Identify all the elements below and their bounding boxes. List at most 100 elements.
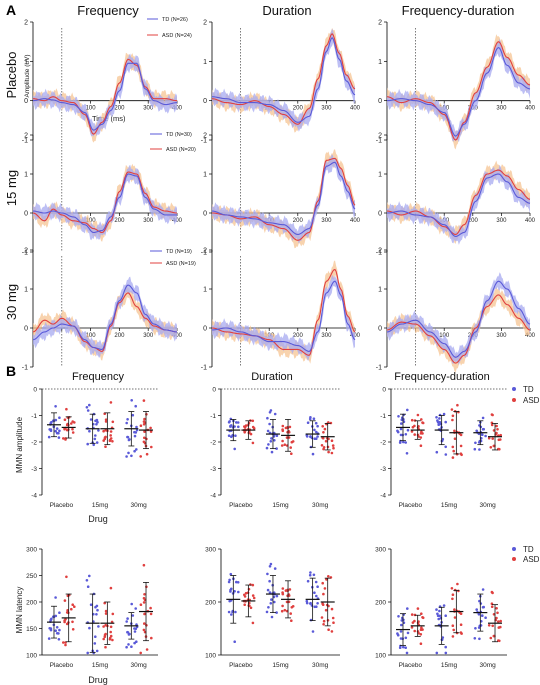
td-data-point <box>306 421 310 425</box>
asd-data-point <box>410 418 414 422</box>
y-tick-label: -1 <box>376 138 382 145</box>
asd-data-point <box>247 604 251 607</box>
td-data-point <box>315 594 318 598</box>
td-data-point <box>58 611 61 614</box>
td-line <box>32 62 178 131</box>
td-data-point <box>94 434 97 437</box>
asd-data-point <box>281 591 284 594</box>
td-data-point <box>131 413 135 417</box>
td-data-point <box>269 562 273 566</box>
td-data-point <box>55 626 59 629</box>
td-data-point <box>444 614 448 617</box>
x-category-label: Placebo <box>50 502 74 509</box>
td-data-point <box>400 623 403 627</box>
td-data-point <box>125 620 128 623</box>
asd-data-point <box>109 630 112 634</box>
asd-data-point <box>251 594 255 597</box>
asd-data-point <box>413 629 417 633</box>
td-data-point <box>94 635 97 638</box>
td-data-point <box>237 590 240 594</box>
td-data-point <box>57 436 61 439</box>
y-tick-label: 0 <box>24 98 28 105</box>
td-sem-band <box>212 28 355 132</box>
td-data-point <box>313 591 316 594</box>
td-data-point <box>227 580 231 584</box>
td-data-point <box>273 439 276 442</box>
asd-data-point <box>104 645 107 649</box>
asd-data-point <box>103 601 106 605</box>
td-data-point <box>135 623 138 626</box>
td-data-point <box>133 641 136 645</box>
td-data-point <box>93 642 97 645</box>
td-data-point <box>273 412 277 416</box>
asd-data-point <box>150 445 153 449</box>
td-data-point <box>482 427 486 431</box>
td-data-point <box>127 451 130 455</box>
td-data-point <box>127 633 131 636</box>
td-data-point <box>444 651 448 655</box>
asd-data-point <box>290 619 293 622</box>
scatter-panel: -4 -3 -2 -1 0 Placebo 15mg 30mg <box>31 387 158 509</box>
asd-data-point <box>281 439 284 443</box>
asd-data-point <box>252 596 256 600</box>
td-sem-band <box>387 272 530 366</box>
td-data-point <box>435 608 438 611</box>
td-data-point <box>315 437 318 441</box>
td-data-point <box>93 437 97 441</box>
asd-data-point <box>65 611 69 614</box>
x-tick-label: 200 <box>114 333 125 339</box>
asd-data-point <box>251 441 255 445</box>
y-tick-label: -1 <box>210 413 216 420</box>
asd-data-point <box>280 609 284 613</box>
asd-data-point <box>281 424 285 428</box>
asd-line <box>33 58 178 135</box>
asd-data-point <box>419 444 423 448</box>
td-line <box>212 280 356 352</box>
td-data-point <box>315 430 318 434</box>
td-data-point <box>404 646 408 649</box>
legend-td-dot <box>512 547 516 551</box>
asd-data-point <box>459 623 463 626</box>
td-data-point <box>396 430 400 434</box>
asd-data-point <box>489 636 493 640</box>
td-data-point <box>269 409 273 412</box>
td-data-point <box>477 613 481 616</box>
asd-data-point <box>492 634 496 638</box>
asd-data-point <box>281 587 285 590</box>
x-tick-label: 400 <box>172 106 183 112</box>
asd-sem-band <box>387 160 530 244</box>
asd-data-point <box>109 430 113 433</box>
td-data-point <box>135 448 138 451</box>
y-tick-label: -1 <box>376 250 382 257</box>
asd-data-point <box>490 590 494 594</box>
td-data-point <box>437 617 441 621</box>
td-data-point <box>55 431 59 435</box>
td-data-point <box>266 416 269 420</box>
scatter-legend-bottom: TD ASD <box>512 545 540 564</box>
x-category-label: 15mg <box>441 662 458 669</box>
panel-label-a: A <box>6 2 16 18</box>
asd-data-point <box>321 581 325 585</box>
td-data-point <box>265 446 269 450</box>
legend-td-label: TD (N=19) <box>166 249 192 255</box>
td-data-point <box>86 442 89 446</box>
asd-data-point <box>327 628 330 631</box>
td-data-point <box>473 447 477 451</box>
td-data-point <box>134 627 138 630</box>
asd-data-point <box>62 437 65 440</box>
erp-legend-placebo: TD (N=26) ASD (N=24) <box>147 17 192 39</box>
latency-panels: 100 150 200 250 300 Placebo 15mg 30mg 100 200 300 P… <box>26 547 507 669</box>
asd-data-point <box>324 608 328 612</box>
td-data-point <box>134 431 138 434</box>
asd-data-point <box>322 431 325 434</box>
td-data-point <box>478 637 481 641</box>
td-data-point <box>97 429 100 432</box>
td-data-point <box>231 433 235 437</box>
td-data-point <box>267 606 270 609</box>
x-tick-label: 200 <box>114 218 125 224</box>
td-data-point <box>481 588 485 591</box>
td-data-point <box>474 441 477 445</box>
td-data-point <box>406 408 409 412</box>
td-data-point <box>275 594 279 598</box>
amplitude-ylabel: MMN amplitude <box>15 416 24 473</box>
